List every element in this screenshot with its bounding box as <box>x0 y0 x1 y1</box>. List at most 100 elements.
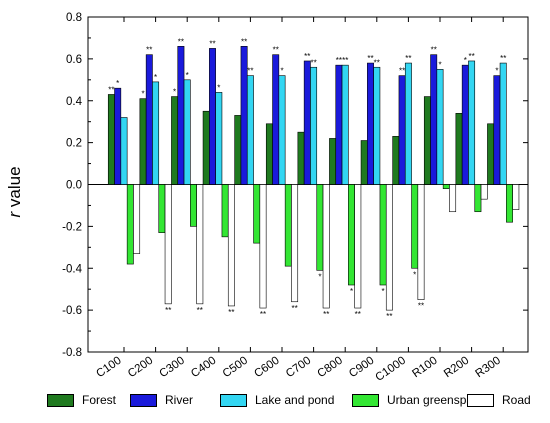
x-tick-label: C400 <box>189 355 218 381</box>
significance-label: ** <box>197 306 203 315</box>
y-tick-label: 0.0 <box>66 180 82 192</box>
significance-label: ** <box>367 54 373 63</box>
significance-label: ** <box>405 54 411 63</box>
bar <box>215 92 223 185</box>
y-axis-title: r value <box>5 166 24 217</box>
bar <box>512 184 520 210</box>
significance-label: ** <box>304 52 310 61</box>
significance-label: ** <box>310 58 316 67</box>
bar <box>430 54 438 185</box>
bar <box>196 184 204 305</box>
significance-label: * <box>173 88 176 97</box>
bar <box>259 184 267 309</box>
bar <box>461 64 469 185</box>
significance-label: ** <box>260 310 266 319</box>
bar <box>272 54 280 185</box>
bar <box>373 66 381 185</box>
x-tick-label: R300 <box>474 355 503 381</box>
significance-label: ** <box>247 67 253 76</box>
bar <box>310 66 318 185</box>
significance-label: ** <box>468 52 474 61</box>
bar <box>297 131 305 185</box>
legend-item-river: River <box>130 393 193 407</box>
bar <box>183 79 191 185</box>
bar <box>177 46 185 185</box>
significance-label: * <box>141 90 144 99</box>
y-axis-title-rest: value <box>5 166 24 211</box>
bar <box>322 184 330 309</box>
significance-label: ** <box>209 39 215 48</box>
bar <box>291 184 299 303</box>
y-tick-label: 0.6 <box>66 54 82 66</box>
legend-label-river: River <box>165 393 194 407</box>
bar <box>158 184 166 233</box>
legend-swatch-river <box>130 393 157 407</box>
legend-swatch-lake-and-pond <box>220 393 247 407</box>
significance-label: * <box>438 60 441 69</box>
bar <box>265 123 273 185</box>
significance-label: ** <box>273 46 279 55</box>
bar <box>303 60 311 185</box>
bar <box>392 136 400 185</box>
bar <box>423 96 431 185</box>
bar <box>221 184 229 238</box>
significance-label: * <box>116 79 119 88</box>
significance-label: * <box>280 67 283 76</box>
bar <box>227 184 235 307</box>
bar <box>474 184 482 213</box>
bar <box>209 48 216 185</box>
bar <box>341 64 349 185</box>
bar <box>360 140 368 185</box>
legend-label-forest: Forest <box>82 393 117 407</box>
legend-swatch-forest <box>47 393 74 407</box>
significance-label: ** <box>399 67 405 76</box>
significance-label: ** <box>108 85 114 94</box>
significance-label: * <box>154 73 157 82</box>
bar <box>164 184 172 305</box>
y-tick-label: 0.2 <box>66 138 82 150</box>
significance-label: * <box>217 83 220 92</box>
bar <box>278 75 286 185</box>
bar <box>202 110 210 185</box>
bar <box>348 184 355 286</box>
significance-label: ** <box>355 310 361 319</box>
legend-label-road: Road <box>502 393 531 407</box>
significance-label: ** <box>291 304 297 313</box>
bar <box>316 184 324 271</box>
bar <box>411 184 419 269</box>
bar <box>385 184 393 311</box>
bar <box>354 184 362 309</box>
x-tick-label: R100 <box>410 355 439 381</box>
significance-label: ** <box>374 58 380 67</box>
y-tick-label: -0.8 <box>62 347 82 359</box>
bars-layer <box>107 46 520 311</box>
y-tick-label: -0.4 <box>62 263 82 275</box>
significance-label: * <box>350 287 353 296</box>
bar <box>120 117 128 185</box>
bar <box>284 184 292 267</box>
bar <box>449 184 457 213</box>
significance-label: ** <box>336 56 342 65</box>
bar <box>335 64 343 185</box>
significance-label: * <box>382 287 385 296</box>
x-tick-label: C900 <box>347 355 376 381</box>
bar <box>152 81 160 185</box>
y-tick-label: 0.8 <box>66 12 82 24</box>
bar <box>367 62 374 185</box>
significance-label: ** <box>323 310 329 319</box>
bar <box>379 184 387 286</box>
bar <box>107 94 115 185</box>
legend-item-forest: Forest <box>47 393 116 407</box>
x-tick-label: C500 <box>221 355 250 381</box>
legend-label-lake-and-pond: Lake and pond <box>255 393 335 407</box>
bar <box>480 184 488 200</box>
bar <box>398 75 406 185</box>
bar <box>139 98 147 185</box>
legend: Forest River Lake and pond Urban greensp… <box>0 393 550 415</box>
y-tick-label: -0.2 <box>62 221 82 233</box>
significance-label: ** <box>418 302 424 311</box>
legend-item-road: Road <box>467 393 531 407</box>
significance-label: * <box>413 270 416 279</box>
x-tick-label: C800 <box>316 355 345 381</box>
